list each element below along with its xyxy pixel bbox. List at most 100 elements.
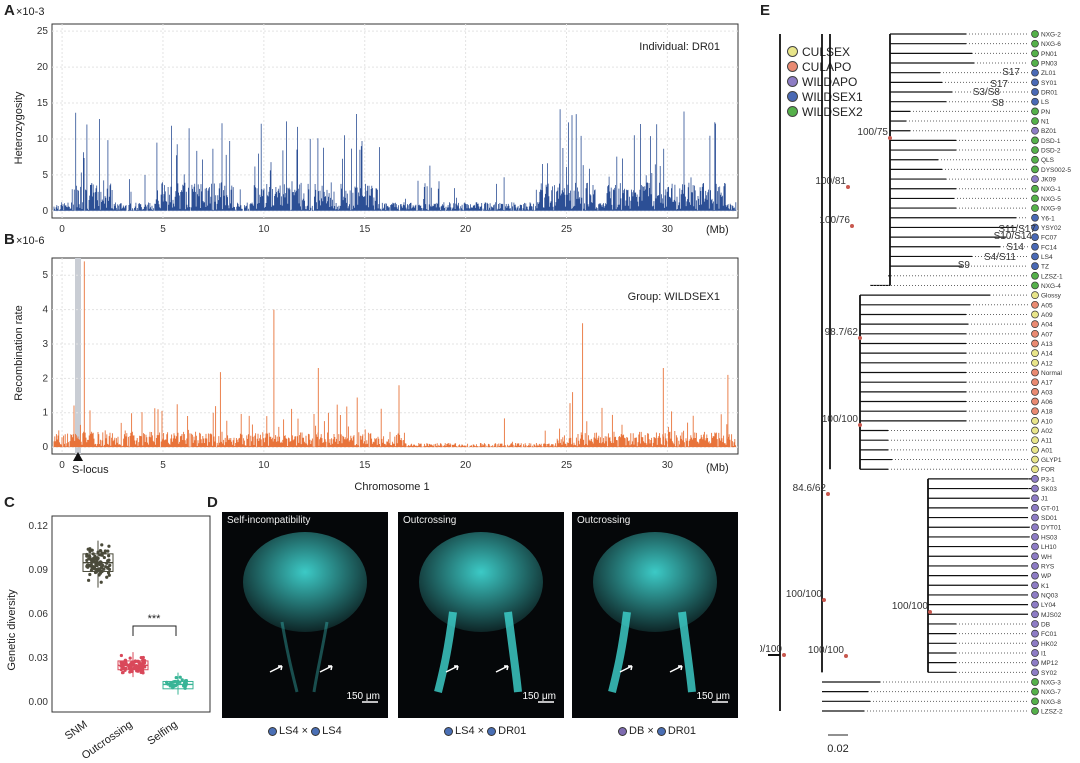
panel-a-yticks: 0 5 10 15 20 25	[37, 26, 49, 217]
tip-marker-icon	[1031, 300, 1039, 309]
tip-marker-icon	[1031, 30, 1039, 38]
x-tick-label: 10	[258, 460, 270, 471]
tip-marker-icon	[1031, 281, 1039, 290]
panel-c-points	[85, 543, 189, 690]
tip-label: NXG-6	[1041, 41, 1061, 48]
x-tick-label: 0	[59, 224, 65, 235]
tip-label: PN	[1041, 109, 1050, 116]
data-point	[121, 670, 125, 675]
data-point	[139, 666, 144, 670]
data-point	[128, 656, 132, 660]
data-point	[85, 554, 89, 558]
box	[162, 680, 194, 690]
tree-tips: NXG-2 NXG-6 PN01 PN03 ZL01 SY01 DR01 LS PN N1 BZ01…	[864, 30, 1071, 716]
tip-marker-icon	[1031, 552, 1039, 561]
tip-label: MJS02	[1041, 612, 1062, 619]
panel-a-heterozygosity-bars	[53, 109, 737, 211]
cross-left-parent: DB	[629, 725, 645, 737]
tip-marker-icon	[1031, 533, 1039, 541]
x-tick-label: 20	[460, 224, 472, 235]
data-point	[106, 549, 110, 553]
node-marker	[850, 224, 854, 228]
s-allele-label: S8	[992, 98, 1005, 109]
y-tick-label: 15	[37, 98, 49, 109]
tip-marker-icon	[1031, 513, 1039, 522]
legend-swatch-culapo	[787, 61, 798, 72]
data-point	[104, 565, 108, 569]
tip-label: I1	[1041, 650, 1047, 657]
tip-marker-icon	[1031, 155, 1039, 164]
significance-bracket	[132, 625, 177, 636]
node-marker	[782, 653, 786, 657]
data-point	[119, 653, 123, 658]
panel-a-grid	[52, 24, 738, 218]
tip-marker-icon	[1031, 213, 1039, 222]
tip-label: NXG-4	[1041, 283, 1061, 290]
tip-marker-icon	[1031, 475, 1039, 483]
tip-label: WH	[1041, 554, 1052, 561]
panel-b-grid	[52, 258, 738, 454]
tip-label: Y6-1	[1041, 215, 1055, 222]
tip-label: GLYP1	[1041, 457, 1062, 464]
arrow-icon	[619, 665, 633, 673]
y-tick-label: 0.06	[29, 609, 49, 620]
tip-label: HK02	[1041, 641, 1058, 648]
recombination-chart: ×10-6 Recombination rate 0 1 2 3 4 5 0 5 10 15 20…	[13, 235, 739, 493]
tip-label: A02	[1041, 428, 1053, 435]
s-allele-label: S17	[990, 79, 1008, 90]
x-tick-label: 30	[662, 460, 674, 471]
group-label-snm: SNM	[63, 719, 90, 743]
node-marker	[888, 136, 892, 140]
panel-b-xlabel: Chromosome 1	[354, 481, 429, 493]
tip-label: N1	[1041, 119, 1050, 126]
s-allele-label: S9	[958, 260, 971, 271]
data-point	[100, 543, 104, 547]
data-point	[178, 675, 182, 679]
micrograph-scale: 150 μm	[346, 691, 380, 702]
tip-label: PN01	[1041, 51, 1058, 58]
tip-label: SY01	[1041, 80, 1057, 87]
tip-marker-icon	[1031, 697, 1039, 706]
data-point	[88, 549, 92, 554]
arrow-icon	[495, 665, 509, 673]
tip-label: Glossy	[1041, 293, 1062, 300]
tip-marker-icon	[1031, 600, 1039, 609]
panel-b-yticks: 0 1 2 3 4 5	[42, 270, 48, 453]
panel-b-annotation: Group: WILDSEX1	[628, 291, 720, 303]
tip-label: FC01	[1041, 631, 1057, 638]
tip-marker-icon	[1031, 571, 1039, 580]
tip-marker-icon	[1031, 194, 1039, 203]
tip-marker-icon	[1031, 649, 1039, 657]
tip-marker-icon	[1031, 146, 1039, 154]
significance-label: ***	[148, 613, 162, 625]
tip-marker-icon	[1031, 591, 1039, 599]
micrograph-scale: 150 μm	[522, 691, 556, 702]
tip-marker-icon	[1031, 620, 1039, 628]
stigma-shape	[243, 532, 367, 632]
legend-item-culapo: CULAPO	[787, 59, 863, 74]
data-point	[127, 666, 131, 670]
data-point	[101, 563, 105, 568]
tip-label: FOR	[1041, 467, 1055, 474]
tip-marker-icon	[1031, 417, 1039, 425]
panel-b-frame	[51, 257, 739, 455]
tip-label: A10	[1041, 418, 1053, 425]
panel-c-ylabel: Genetic diversity	[6, 589, 18, 671]
tip-label: A12	[1041, 360, 1053, 367]
population-dot-icon	[444, 726, 453, 736]
tip-label: NXG-2	[1041, 32, 1061, 39]
y-tick-label: 5	[42, 270, 48, 281]
x-tick-label: 0	[59, 460, 65, 471]
s-allele-label: S14	[1006, 242, 1024, 253]
panel-e-letter: E	[760, 2, 771, 19]
cross-right-parent: DR01	[667, 725, 696, 737]
micrograph-3: Outcrossing 150 μm	[572, 512, 738, 718]
node-support-label: 100/100	[760, 644, 782, 655]
data-point	[98, 562, 102, 567]
style-tissue	[280, 621, 329, 693]
tip-label: A14	[1041, 351, 1053, 358]
tip-label: DSD-2	[1041, 148, 1061, 155]
pollen-tubes	[434, 611, 522, 693]
data-point	[86, 563, 90, 567]
tip-label: QLS	[1041, 157, 1055, 164]
